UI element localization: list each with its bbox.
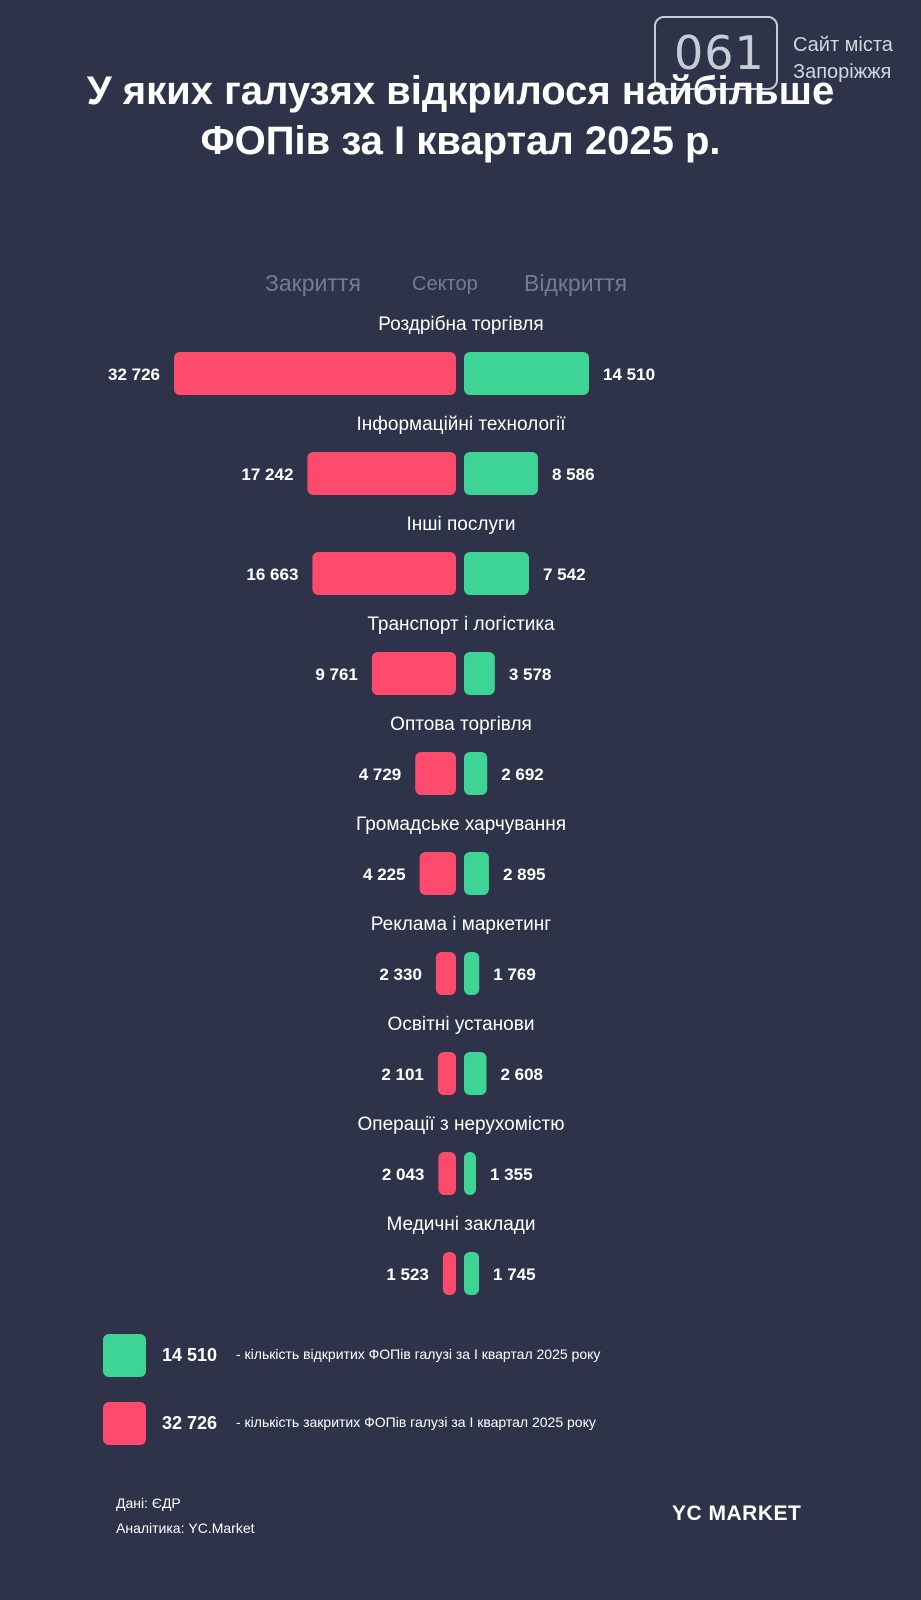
bar-closed [419,852,456,895]
legend-opened-value: 14 510 [162,1345,218,1365]
legend-closed-value: 32 726 [162,1413,218,1433]
value-label-closed: 16 663 [246,565,298,584]
legend-opened-text: - кількість відкритих ФОПів галузі за I … [236,1346,601,1362]
value-label-closed: 2 101 [381,1065,424,1084]
value-label-closed: 9 761 [315,665,358,684]
header-opened: Відкриття [524,270,628,296]
value-label-opened: 1 355 [490,1165,533,1184]
category-label: Інформаційні технології [357,414,567,435]
logo-frame [654,16,778,90]
category-label: Реклама і маркетинг [371,914,551,935]
value-label-opened: 3 578 [509,665,552,684]
value-label-closed: 17 242 [241,465,293,484]
bar-closed [307,452,456,495]
bar-opened [464,552,529,595]
category-label: Транспорт і логістика [367,614,555,635]
bar-opened [464,952,480,995]
footer-analytics: Аналітика: YC.Market [116,1520,255,1536]
category-label: Операції з нерухомістю [358,1114,565,1135]
bar-opened [464,352,590,395]
bar-closed [435,952,456,995]
bar-opened [464,652,495,695]
bar-opened [464,852,489,895]
title-line2: ФОПів за I квартал 2025 р. [200,119,721,163]
category-label: Роздрібна торгівля [378,314,543,335]
value-label-opened: 14 510 [603,365,655,384]
brand-logo: YC MARKET [672,1502,802,1525]
bar-opened [464,1252,480,1295]
value-label-closed: 4 225 [363,865,406,884]
value-label-closed: 2 330 [379,965,422,984]
bar-closed [442,1252,456,1295]
diverging-bar-chart: Роздрібна торгівля 32 726 14 510 Інформацій… [108,314,655,1295]
footer-source: Дані: ЄДР [116,1495,181,1511]
logo-caption-line1: Сайт міста [793,34,893,56]
category-label: Інші послуги [407,514,516,535]
chart-title: У яких галузях відкрилося найбільше ФОПі… [0,66,921,166]
bar-closed [437,1052,456,1095]
value-label-opened: 7 542 [543,565,586,584]
value-label-opened: 2 692 [501,765,544,784]
bar-opened [464,752,488,795]
bar-opened [464,1152,476,1195]
logo-caption: Сайт міста Запоріжжя [793,32,893,86]
bar-closed [371,652,456,695]
category-label: Оптова торгівля [390,714,532,735]
value-label-opened: 8 586 [552,465,595,484]
bar-closed [438,1152,456,1195]
bar-closed [312,552,456,595]
bar-closed [174,352,456,395]
value-label-opened: 1 745 [493,1265,536,1284]
title-line1: У яких галузях відкрилося найбільше [86,69,835,113]
value-label-opened: 1 769 [493,965,536,984]
category-label: Громадське харчування [356,814,566,835]
value-label-opened: 2 895 [503,865,546,884]
legend-closed-text: - кількість закритих ФОПів галузі за I к… [236,1414,596,1430]
header-closed: Закриття [265,270,361,296]
bar-opened [464,1052,487,1095]
value-label-closed: 2 043 [382,1165,425,1184]
logo-number: 061 [674,26,765,80]
value-label-closed: 4 729 [359,765,402,784]
bar-closed [415,752,456,795]
value-label-closed: 1 523 [386,1265,429,1284]
logo-caption-line2: Запоріжжя [793,61,892,83]
legend-closed-swatch [103,1402,146,1445]
bar-opened [464,452,538,495]
category-label: Медичні заклади [387,1214,536,1235]
header-sector: Сектор [412,273,478,295]
legend-opened-swatch [103,1334,146,1377]
value-label-opened: 2 608 [500,1065,543,1084]
category-label: Освітні установи [388,1014,535,1035]
value-label-closed: 32 726 [108,365,160,384]
